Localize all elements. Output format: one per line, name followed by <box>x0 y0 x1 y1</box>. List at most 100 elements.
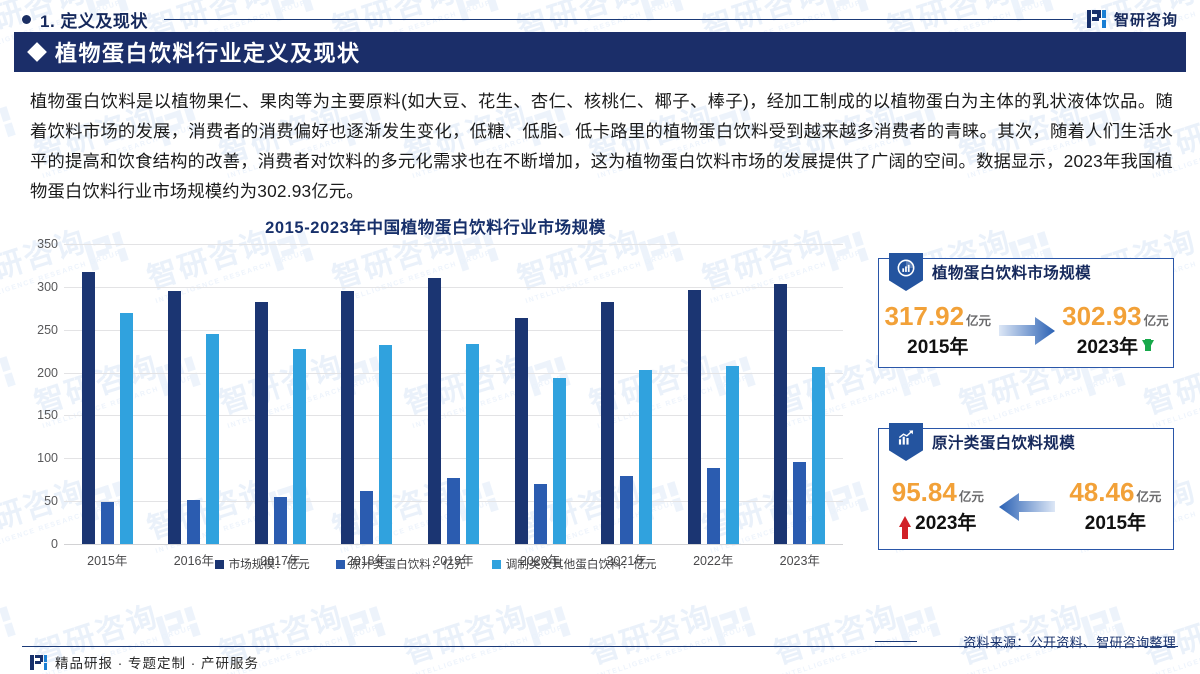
y-tick-label: 0 <box>51 537 58 551</box>
bar <box>206 334 220 544</box>
bar <box>379 345 393 544</box>
bar-group <box>64 244 151 544</box>
gridline <box>64 329 843 331</box>
zhiyan-logo-icon <box>1086 9 1107 29</box>
bar-group <box>324 244 411 544</box>
section-header: 1. 定义及现状 智研咨询 <box>22 6 1178 32</box>
bar-group <box>410 244 497 544</box>
bar <box>533 484 547 544</box>
footer-text: 精品研报 · 专题定制 · 产研服务 <box>55 656 259 671</box>
stat-right: 48.46 亿元 2015年 <box>1057 478 1175 535</box>
watermark-logo-icon <box>0 104 18 149</box>
x-tick-label: 2018年 <box>346 554 388 568</box>
y-tick-label: 50 <box>44 494 58 509</box>
legend-swatch-icon <box>335 559 345 569</box>
bar <box>601 301 615 544</box>
bar <box>341 291 355 544</box>
zhiyan-logo-icon <box>30 654 47 671</box>
legend-swatch-icon <box>214 559 224 569</box>
watermark-logo-icon <box>0 604 18 649</box>
diamond-icon <box>27 42 47 62</box>
card-juice-protein-size: 原汁类蛋白饮料规模 95.84 亿元 2023年 <box>878 423 1175 550</box>
stat-right-year: 2015年 <box>1084 513 1147 535</box>
dot-icon <box>22 14 31 24</box>
y-tick-label: 350 <box>37 237 58 251</box>
brand-name: 智研咨询 <box>1113 11 1178 29</box>
bar <box>774 284 788 544</box>
watermark-logo-icon <box>0 354 18 399</box>
body-paragraph: 植物蛋白饮料是以植物果仁、果肉等为主要原料(如大豆、花生、杏仁、核桃仁、椰子、棒… <box>30 91 1173 201</box>
bar <box>725 365 739 544</box>
bar-group <box>670 244 757 544</box>
gridline <box>64 286 843 288</box>
bar <box>273 496 287 544</box>
growth-chart-icon <box>889 423 923 461</box>
bar <box>639 370 653 544</box>
card-header: 植物蛋白饮料市场规模 <box>889 253 1091 291</box>
source-note: 资料来源：公开资料、智研咨询整理 <box>875 632 1176 651</box>
bar-group <box>497 244 584 544</box>
legend-swatch-icon <box>491 559 501 569</box>
bar <box>168 290 182 544</box>
stat-left-unit: 亿元 <box>958 489 984 504</box>
bar <box>812 366 826 544</box>
x-tick-label: 2020年 <box>519 554 561 568</box>
y-tick-label: 250 <box>37 322 58 337</box>
bar <box>360 491 374 544</box>
stat-right: 302.93 亿元 2023年 <box>1057 300 1175 359</box>
arrow-left-icon <box>997 490 1057 524</box>
card-title: 原汁类蛋白饮料规模 <box>932 435 1076 452</box>
x-tick-label: 2019年 <box>433 554 474 568</box>
x-tick-label: 2017年 <box>260 554 301 568</box>
legend-label: 市场规模：亿元 <box>228 558 310 571</box>
footer-divider <box>22 646 1178 647</box>
x-tick-label: 2023年 <box>779 554 820 568</box>
arrow-down-icon <box>1142 339 1155 352</box>
slide-title-bar: 植物蛋白饮料行业定义及现状 <box>14 32 1186 72</box>
chart-container: 2015-2023年中国植物蛋白饮料行业市场规模 0 50 100 150 200 250… <box>18 208 853 618</box>
bar <box>81 271 95 544</box>
bar-groups <box>64 244 843 544</box>
gridline <box>64 415 843 417</box>
gridline <box>64 372 843 374</box>
legend-item[interactable]: 调制类及其他蛋白饮料：亿元 <box>491 556 657 572</box>
stat-right-unit: 亿元 <box>1136 489 1162 504</box>
stat-right-value: 302.93 亿元 <box>1062 300 1169 331</box>
brand: 智研咨询 <box>1086 9 1178 30</box>
legend-item[interactable]: 原汁类蛋白饮料：亿元 <box>335 556 466 572</box>
bar <box>428 278 442 544</box>
y-tick-label: 100 <box>37 451 58 466</box>
bar <box>447 478 461 544</box>
y-tick-label: 150 <box>37 408 58 423</box>
slide-title: 植物蛋白饮料行业定义及现状 <box>55 41 361 66</box>
gridline <box>64 544 843 545</box>
stat-left: 95.84 亿元 2023年 <box>879 476 997 540</box>
stat-left-value: 95.84 亿元 <box>891 476 984 507</box>
legend-label: 调制类及其他蛋白饮料：亿元 <box>505 558 657 571</box>
stat-left-unit: 亿元 <box>966 313 992 328</box>
bar-group <box>237 244 324 544</box>
bar <box>706 468 720 544</box>
chart-legend: 市场规模：亿元 原汁类蛋白饮料：亿元 调制类及其他蛋白饮料：亿元 <box>18 556 853 572</box>
y-tick-label: 300 <box>37 279 58 294</box>
bar <box>687 290 701 544</box>
stat-left-year: 2015年 <box>907 337 969 359</box>
bar-group <box>583 244 670 544</box>
legend-label: 原汁类蛋白饮料：亿元 <box>349 558 466 571</box>
arrow-right-icon <box>997 314 1057 348</box>
card-body: 317.92 亿元 2015年 302.93 亿元 <box>879 299 1173 363</box>
x-tick-label: 2021年 <box>606 554 647 568</box>
bar <box>100 502 114 544</box>
y-axis-labels: 0 50 100 150 200 250 300 350 <box>18 237 58 551</box>
bar <box>620 475 634 544</box>
gridline <box>64 458 843 460</box>
stat-right-year: 2023年 <box>1057 332 1175 359</box>
bar <box>187 499 201 544</box>
card-header: 原汁类蛋白饮料规模 <box>889 423 1075 461</box>
footer: 精品研报 · 专题定制 · 产研服务 <box>30 652 259 672</box>
stat-right-unit: 亿元 <box>1143 313 1169 328</box>
stat-left-year: 2023年 <box>879 508 997 540</box>
legend-item[interactable]: 市场规模：亿元 <box>214 556 310 572</box>
